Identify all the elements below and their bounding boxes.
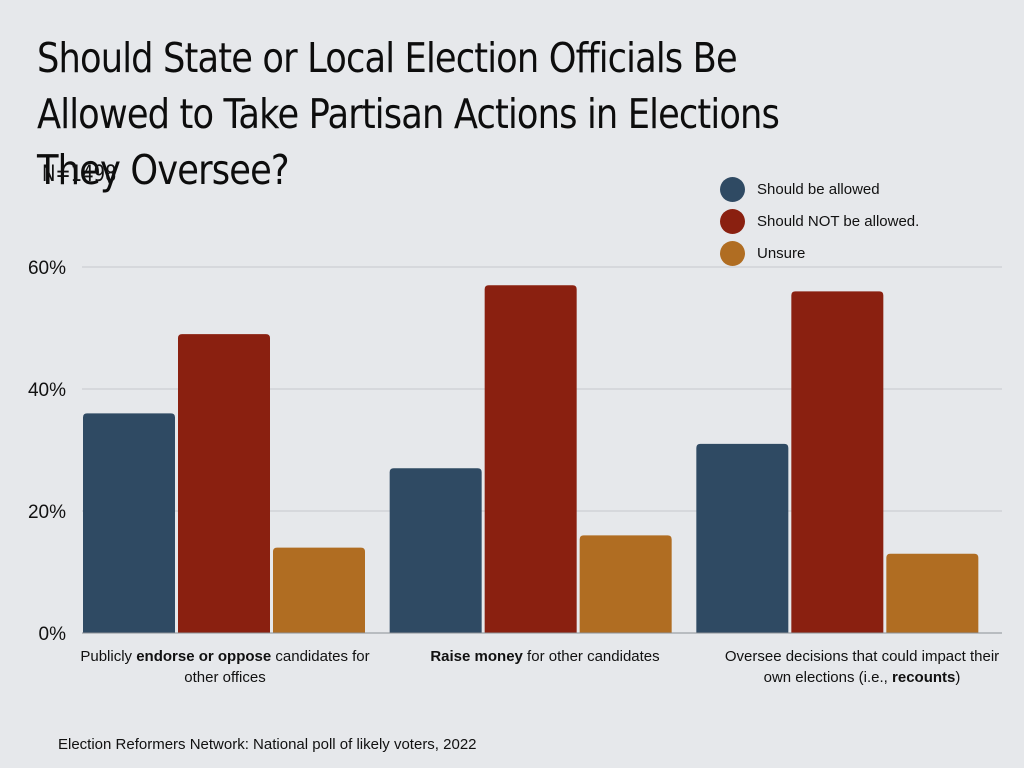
- bar: [484, 285, 577, 633]
- legend-swatch: [720, 208, 745, 234]
- bar: [791, 291, 884, 633]
- bar: [886, 553, 979, 633]
- bar: [389, 468, 482, 633]
- legend-label: Unsure: [757, 244, 806, 262]
- y-tick-label: 40%: [28, 380, 66, 401]
- x-tick-label: Raise money for other candidates: [430, 648, 660, 665]
- chart-title: Should State or Local Election Officials…: [37, 34, 780, 194]
- bar: [579, 535, 672, 633]
- legend-label: Should NOT be allowed.: [757, 212, 920, 230]
- legend: Should be allowed Should NOT be allowed.…: [720, 173, 919, 269]
- legend-swatch: [720, 176, 745, 202]
- x-tick-label: Oversee decisions that could impact thei…: [724, 648, 1000, 686]
- source-note: Election Reformers Network: National pol…: [58, 736, 477, 753]
- bar: [273, 547, 365, 633]
- y-tick-label: 20%: [28, 502, 66, 523]
- chart-subtitle: N=1498: [42, 162, 117, 187]
- y-tick-label: 60%: [28, 258, 66, 279]
- bar: [178, 334, 270, 633]
- bar: [696, 443, 789, 633]
- legend-label: Should be allowed: [757, 180, 880, 198]
- bar: [83, 413, 175, 633]
- legend-item: Should NOT be allowed.: [720, 205, 919, 237]
- legend-item: Unsure: [720, 237, 919, 269]
- legend-swatch: [720, 240, 745, 266]
- x-tick-label: Publicly endorse or oppose candidates fo…: [80, 648, 370, 686]
- legend-item: Should be allowed: [720, 173, 919, 205]
- y-tick-label: 0%: [39, 624, 67, 645]
